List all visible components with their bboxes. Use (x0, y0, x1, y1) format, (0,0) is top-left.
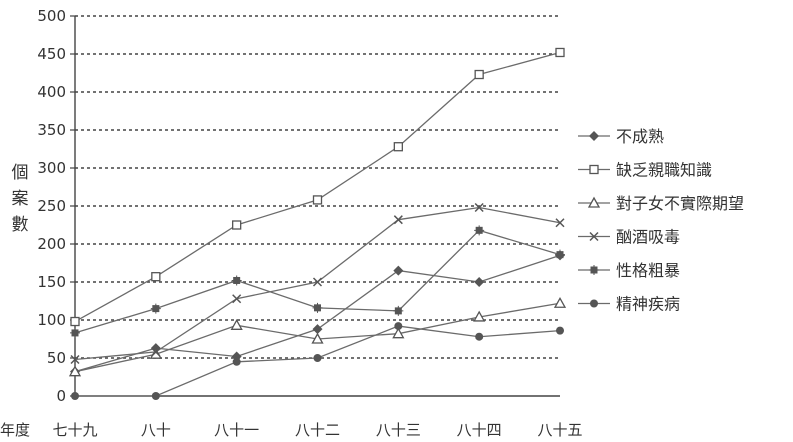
data-point (555, 47, 565, 58)
data-point (474, 202, 484, 213)
data-point (556, 326, 564, 335)
data-point (151, 272, 161, 282)
x-tick-label: 八十 (141, 421, 171, 439)
data-point (312, 195, 323, 205)
x-tick-label: 八十二 (295, 421, 340, 439)
data-point (151, 392, 160, 400)
x-axis-label: 年度 (0, 421, 30, 439)
data-point (393, 215, 403, 225)
y-axis-label: 個案數 (12, 163, 29, 235)
y-tick-label: 300 (37, 159, 66, 177)
data-point (70, 354, 80, 365)
y-tick-label: 150 (37, 273, 66, 291)
data-point (393, 305, 404, 316)
data-point (231, 275, 242, 286)
data-point (394, 322, 403, 331)
data-point (70, 327, 80, 338)
data-point (311, 332, 324, 344)
data-point (70, 316, 80, 327)
data-point (312, 302, 323, 313)
data-point (232, 357, 241, 366)
legend-marker (589, 231, 599, 242)
series (71, 322, 564, 400)
data-point (232, 294, 242, 304)
data-point (393, 142, 403, 152)
legend-marker (589, 164, 599, 175)
y-tick-label: 200 (37, 235, 66, 253)
legend-item: 酗酒吸毒 (578, 228, 680, 247)
legend-item: 不成熟 (578, 127, 664, 146)
y-tick-labels: 0 50 100 150 200 250 300 350 400 450 500 (37, 7, 66, 405)
legend-label: 缺乏親職知識 (616, 161, 712, 180)
legend-marker (589, 131, 599, 141)
data-point (553, 296, 567, 308)
x-tick-label: 八十三 (376, 421, 421, 439)
y-tick-label: 450 (37, 45, 66, 63)
data-point (555, 218, 565, 228)
legend-marker (589, 265, 599, 275)
legend-item: 對子女不實際期望 (578, 194, 744, 213)
x-tick-label: 八十四 (457, 421, 502, 439)
x-tick-labels: 七十九 八十 八十一 八十二 八十三 八十四 八十五 (52, 421, 582, 439)
data-point (149, 347, 162, 359)
legend-label: 精神疾病 (616, 295, 680, 314)
data-point (474, 69, 484, 80)
legend-marker (587, 196, 601, 208)
series (70, 47, 565, 327)
legend-item: 精神疾病 (578, 295, 680, 314)
data-point (150, 303, 161, 314)
data-point (555, 249, 565, 260)
y-tick-label: 500 (37, 7, 66, 25)
legend-item: 性格粗暴 (578, 261, 680, 280)
legend-label: 對子女不實際期望 (616, 194, 744, 213)
y-tick-label: 400 (37, 83, 66, 101)
data-point (474, 277, 485, 287)
gridlines (75, 15, 560, 359)
y-tick-label: 100 (37, 311, 66, 329)
y-tick-label: 250 (37, 197, 66, 215)
data-point (151, 347, 161, 357)
y-tick-label: 350 (37, 121, 66, 139)
data-point (392, 327, 405, 339)
data-point (474, 225, 485, 236)
data-point (312, 277, 323, 287)
data-point (475, 332, 484, 341)
data-point (230, 318, 243, 330)
y-tick-label: 0 (56, 387, 66, 405)
legend-label: 性格粗暴 (616, 261, 680, 280)
data-point (71, 392, 79, 400)
data-point (393, 265, 404, 276)
data-point (313, 354, 322, 362)
data-point (68, 365, 82, 377)
legend-item: 缺乏親職知識 (578, 161, 712, 180)
data-point (473, 310, 486, 322)
legend-marker (590, 299, 598, 308)
series-group (68, 47, 567, 400)
data-point (232, 220, 242, 230)
series (70, 202, 565, 365)
x-tick-label: 八十一 (214, 421, 259, 439)
x-tick-label: 七十九 (52, 421, 97, 439)
series (70, 225, 565, 338)
data-point (312, 324, 323, 335)
x-tick-label: 八十五 (537, 421, 582, 439)
y-tick-label: 50 (47, 349, 66, 367)
legend-label: 酗酒吸毒 (616, 228, 680, 247)
legend-label: 不成熟 (616, 127, 664, 146)
